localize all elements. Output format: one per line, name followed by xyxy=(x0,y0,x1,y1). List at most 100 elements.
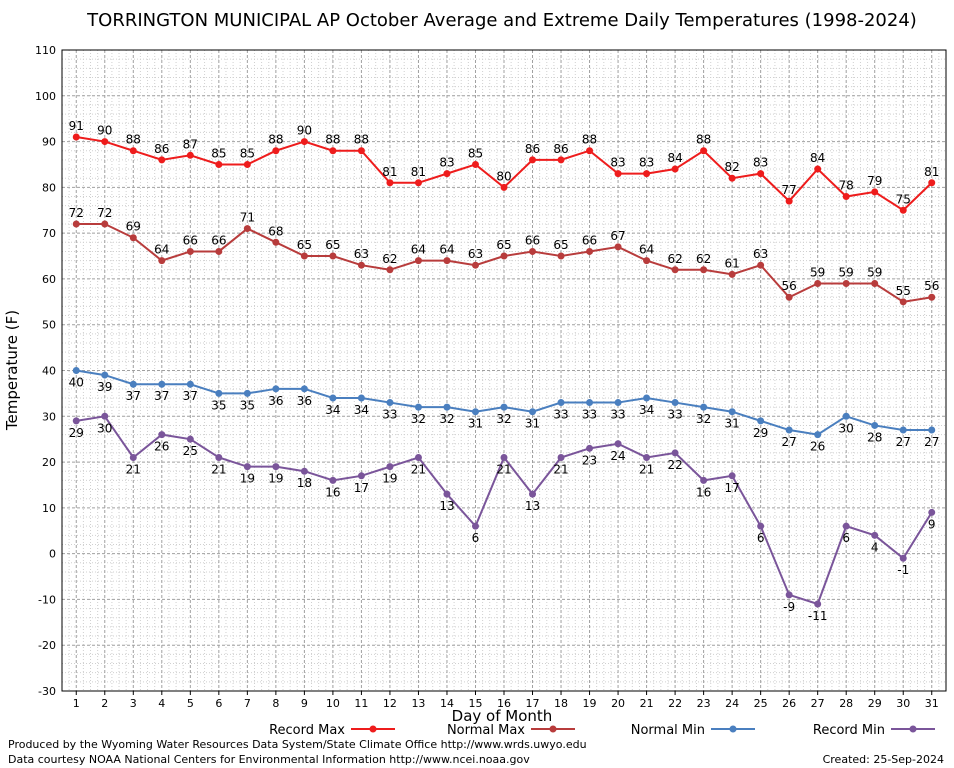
data-label-normal-min: 33 xyxy=(610,408,625,422)
data-label-record-min: 13 xyxy=(439,499,454,513)
data-label-record-min: -1 xyxy=(897,563,909,577)
data-point-record-min xyxy=(243,463,251,471)
data-label-normal-max: 66 xyxy=(183,233,198,247)
data-point-normal-max xyxy=(899,298,907,306)
data-point-normal-min xyxy=(728,408,736,416)
x-tick-label: 4 xyxy=(158,697,165,710)
data-label-record-min: -11 xyxy=(808,609,828,623)
data-label-normal-max: 64 xyxy=(639,243,654,257)
data-label-normal-min: 33 xyxy=(553,408,568,422)
data-point-record-max xyxy=(72,133,80,141)
x-tick-label: 12 xyxy=(383,697,397,710)
y-tick-label: 0 xyxy=(49,548,56,561)
data-label-record-max: 86 xyxy=(553,142,568,156)
y-axis: -30 -20 -10 0 10 20 30 40 50 60 70 80 90 100 110 xyxy=(35,44,56,698)
data-point-normal-max xyxy=(643,257,651,265)
data-label-normal-max: 59 xyxy=(867,266,882,280)
data-label-normal-max: 64 xyxy=(154,243,169,257)
data-point-record-max xyxy=(842,193,850,201)
data-point-normal-max xyxy=(700,266,708,274)
data-point-normal-max xyxy=(500,252,508,260)
data-label-normal-min: 35 xyxy=(240,398,255,412)
data-point-record-min xyxy=(614,440,622,448)
data-label-record-max: 86 xyxy=(154,142,169,156)
data-point-record-max xyxy=(158,156,166,164)
data-label-normal-min: 34 xyxy=(639,403,654,417)
x-axis: 1 2 3 4 5 6 7 8 9 10 11 12 13 14 15 16 17 18 19 20 21 22 23 24 2… xyxy=(73,691,939,710)
data-label-record-min: 17 xyxy=(354,481,369,495)
x-tick-label: 20 xyxy=(611,697,625,710)
data-point-record-max xyxy=(101,138,109,146)
data-label-record-min: 29 xyxy=(69,426,84,440)
y-tick-label: 100 xyxy=(35,90,56,103)
data-label-normal-min: 32 xyxy=(696,412,711,426)
credit-data-courtesy: Data courtesy NOAA National Centers for … xyxy=(8,753,530,766)
data-label-record-min: 24 xyxy=(610,449,625,463)
data-label-normal-max: 67 xyxy=(610,229,625,243)
data-point-normal-max xyxy=(871,280,879,288)
data-label-record-min: 25 xyxy=(183,444,198,458)
x-tick-label: 2 xyxy=(101,697,108,710)
data-point-record-max xyxy=(586,147,594,155)
data-point-record-max xyxy=(215,160,223,168)
data-label-normal-max: 62 xyxy=(667,252,682,266)
data-label-normal-max: 72 xyxy=(97,206,112,220)
data-label-normal-max: 65 xyxy=(496,238,511,252)
chart-title: TORRINGTON MUNICIPAL AP October Average … xyxy=(86,10,917,31)
data-label-record-max: 78 xyxy=(839,179,854,193)
data-point-record-max xyxy=(671,165,679,173)
data-point-normal-min xyxy=(101,371,109,379)
data-label-normal-max: 56 xyxy=(924,279,939,293)
created-date: Created: 25-Sep-2024 xyxy=(823,753,944,766)
data-label-normal-min: 34 xyxy=(325,403,340,417)
data-label-record-min: 21 xyxy=(126,462,141,476)
data-label-record-max: 88 xyxy=(696,133,711,147)
credit-produced-by: Produced by the Wyoming Water Resources … xyxy=(8,738,587,751)
data-label-normal-max: 64 xyxy=(411,243,426,257)
data-point-normal-max xyxy=(557,252,565,260)
data-label-normal-max: 68 xyxy=(268,224,283,238)
data-point-record-min xyxy=(386,463,394,471)
data-label-record-max: 86 xyxy=(525,142,540,156)
data-label-normal-max: 66 xyxy=(582,233,597,247)
x-tick-label: 14 xyxy=(440,697,454,710)
data-point-normal-min xyxy=(529,408,537,416)
x-tick-label: 16 xyxy=(497,697,511,710)
data-point-normal-min xyxy=(443,403,451,411)
data-label-record-min: 21 xyxy=(211,462,226,476)
y-tick-label: 60 xyxy=(42,273,56,286)
data-label-normal-max: 63 xyxy=(753,247,768,261)
data-label-record-min: 19 xyxy=(240,472,255,486)
data-point-record-max xyxy=(329,147,337,155)
data-point-record-min xyxy=(671,449,679,457)
legend-label-normal-min: Normal Min xyxy=(631,723,705,738)
data-label-normal-min: 32 xyxy=(411,412,426,426)
x-tick-label: 19 xyxy=(583,697,597,710)
y-tick-label: 20 xyxy=(42,456,56,469)
data-point-normal-min xyxy=(329,394,337,402)
data-point-record-min xyxy=(757,522,765,530)
x-tick-label: 23 xyxy=(697,697,711,710)
x-tick-label: 30 xyxy=(896,697,910,710)
data-point-normal-min xyxy=(814,431,822,439)
data-point-record-max xyxy=(243,160,251,168)
data-point-record-min xyxy=(557,453,565,461)
y-tick-label: 110 xyxy=(35,44,56,57)
data-label-normal-max: 59 xyxy=(839,266,854,280)
legend-label-normal-max: Normal Max xyxy=(447,723,525,738)
data-label-normal-max: 65 xyxy=(297,238,312,252)
y-tick-label: -20 xyxy=(38,639,56,652)
data-point-normal-min xyxy=(671,399,679,407)
x-tick-label: 10 xyxy=(326,697,340,710)
data-point-normal-max xyxy=(757,261,765,269)
data-label-record-min: 13 xyxy=(525,499,540,513)
y-tick-label: 90 xyxy=(42,136,56,149)
y-tick-label: -30 xyxy=(38,685,56,698)
data-label-record-max: 84 xyxy=(667,151,682,165)
data-point-record-max xyxy=(928,179,936,187)
data-point-record-min xyxy=(928,508,936,516)
data-point-normal-max xyxy=(842,280,850,288)
data-point-normal-min xyxy=(186,380,194,388)
data-label-record-min: 23 xyxy=(582,453,597,467)
data-point-record-min xyxy=(842,522,850,530)
